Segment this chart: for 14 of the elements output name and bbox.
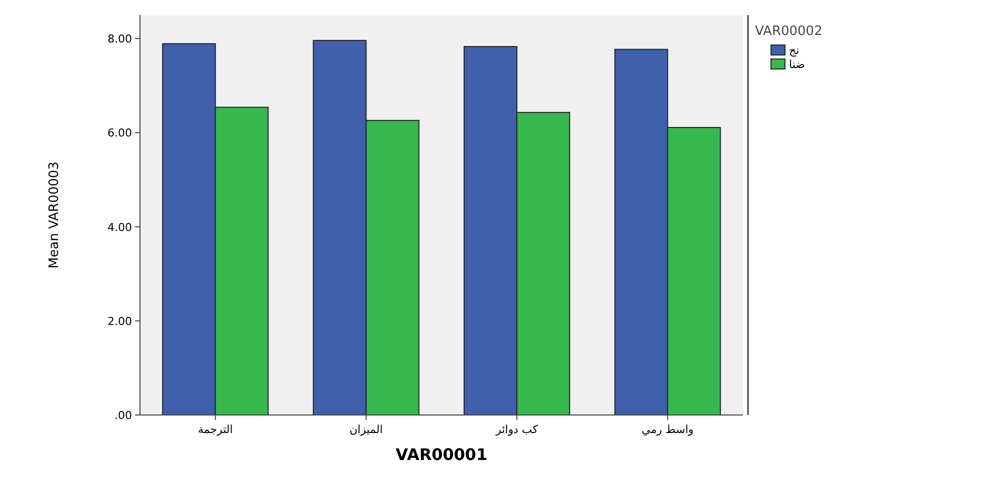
x-tick-label: الميزان: [349, 423, 383, 436]
y-tick-label: 6.00: [108, 126, 132, 140]
x-tick-label: كب دوائر: [494, 423, 539, 436]
y-tick-label: .00: [114, 409, 132, 422]
x-tick-label: واسط رمي: [642, 423, 694, 436]
legend-title: VAR00002: [755, 24, 822, 39]
y-tick-label: 8.00: [108, 32, 132, 46]
legend-label: ضنا: [789, 58, 806, 71]
y-tick-label: 2.00: [108, 314, 132, 328]
y-tick-label: 4.00: [108, 220, 132, 234]
x-axis-title: VAR00001: [396, 445, 488, 464]
x-tick-label: الترجمة: [198, 423, 233, 436]
legend-label: نج: [789, 44, 800, 57]
y-axis-title: Mean VAR00003: [47, 162, 62, 268]
